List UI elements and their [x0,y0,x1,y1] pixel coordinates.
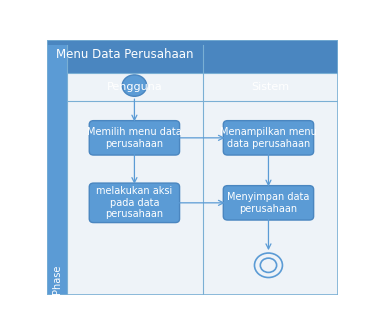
FancyBboxPatch shape [47,40,338,73]
Text: Pengguna: Pengguna [107,82,163,92]
Circle shape [122,75,147,96]
Text: Memilih menu data
perusahaan: Memilih menu data perusahaan [87,127,182,149]
Circle shape [260,258,277,272]
FancyBboxPatch shape [223,186,314,220]
Text: Phase: Phase [52,264,62,294]
FancyBboxPatch shape [67,73,338,101]
Text: Sistem: Sistem [252,82,290,92]
FancyBboxPatch shape [89,183,180,222]
Text: melakukan aksi
pada data
perusahaan: melakukan aksi pada data perusahaan [96,186,173,219]
Text: Menampilkan menu
data perusahaan: Menampilkan menu data perusahaan [220,127,317,149]
Text: Menu Data Perusahaan: Menu Data Perusahaan [56,48,193,61]
Text: Menyimpan data
perusahaan: Menyimpan data perusahaan [227,192,310,213]
FancyBboxPatch shape [47,45,67,295]
Circle shape [255,253,282,277]
FancyBboxPatch shape [67,73,338,295]
FancyBboxPatch shape [89,120,180,155]
FancyBboxPatch shape [223,120,314,155]
